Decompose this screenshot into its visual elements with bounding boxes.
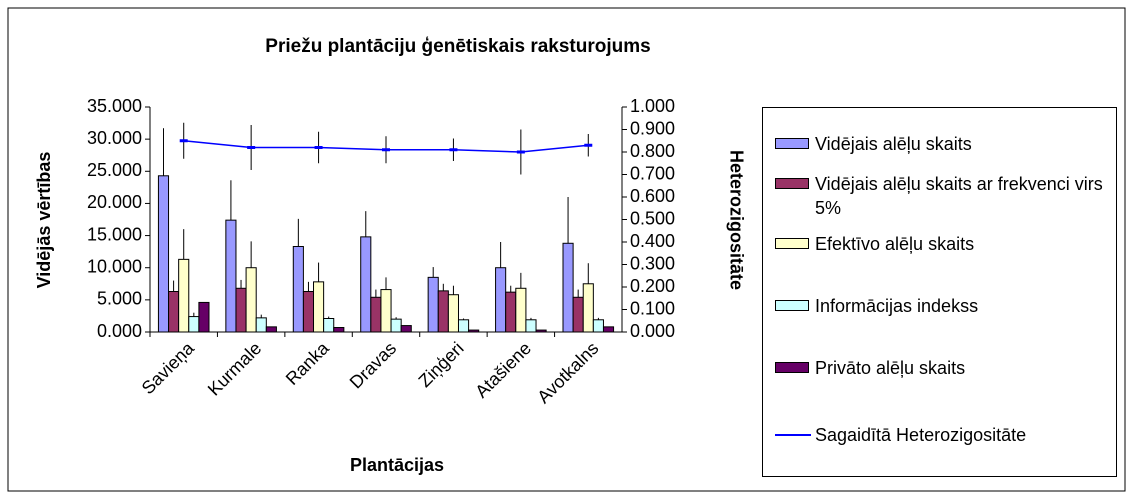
bar — [157, 175, 170, 333]
legend-label: Privāto alēļu skaits — [815, 358, 966, 378]
chart-title: Priežu plantāciju ģenētiskais raksturoju… — [265, 36, 650, 57]
bar — [562, 242, 574, 333]
bar — [323, 318, 335, 333]
legend: Vidējais alēļu skaits Vidējais alēļu skai… — [762, 107, 1117, 477]
legend-label: Sagaidītā Heterozigositāte — [815, 425, 1027, 445]
bar — [333, 327, 345, 333]
y2-tick-label: 0.700 — [630, 163, 675, 183]
y-tick-label: 0.000 — [97, 321, 142, 341]
y-tick-label: 30.000 — [87, 128, 142, 148]
legend-swatch — [775, 138, 809, 149]
bar — [602, 326, 615, 333]
y-tick-label: 5.000 — [97, 289, 142, 309]
y2-axis-title: Heterozigositāte — [726, 150, 746, 290]
y2-tick-label: 0.100 — [630, 298, 675, 318]
legend-label: Informācijas indekss — [815, 296, 979, 316]
bar — [437, 290, 449, 333]
bar — [505, 291, 517, 333]
legend-swatch — [775, 362, 809, 373]
bar — [245, 267, 257, 333]
bar — [313, 281, 325, 333]
bar — [400, 325, 412, 333]
y2-tick-label: 0.800 — [630, 141, 675, 161]
legend-item: Vidējais alēļu skaits ar frekvenci virs … — [769, 172, 1109, 220]
y2-tick-label: 0.500 — [630, 208, 675, 228]
bar — [225, 219, 237, 333]
bar — [468, 329, 480, 333]
y2-tick-label: 0.300 — [630, 253, 675, 273]
bar — [178, 258, 190, 333]
bar — [188, 316, 200, 333]
y-tick-label: 20.000 — [87, 192, 142, 212]
bar — [535, 329, 547, 333]
bar — [255, 317, 267, 333]
y2-tick-label: 0.200 — [630, 276, 675, 296]
legend-item: Efektīvo alēļu skaits — [769, 232, 1109, 256]
bar — [495, 267, 507, 333]
legend-swatch — [775, 238, 809, 249]
bar — [198, 301, 210, 333]
bar — [292, 246, 304, 333]
bar — [380, 289, 392, 333]
legend-label: Vidējais alēļu skaits ar frekvenci virs … — [815, 174, 1103, 218]
legend-item: Privāto alēļu skaits — [769, 356, 1109, 380]
bar — [302, 291, 315, 333]
legend-swatch — [775, 300, 809, 311]
y2-tick-label: 0.000 — [630, 321, 675, 341]
bar — [360, 236, 372, 333]
bar — [447, 294, 459, 333]
bar — [235, 287, 247, 333]
y-tick-label: 25.000 — [87, 160, 142, 180]
legend-label: Efektīvo alēļu skaits — [815, 234, 975, 254]
y2-tick-label: 0.900 — [630, 118, 675, 138]
y-tick-label: 15.000 — [87, 224, 142, 244]
y-axis-title: Vidējās vērtības — [34, 152, 54, 289]
y-tick-label: 10.000 — [87, 256, 142, 276]
bar — [592, 319, 604, 333]
legend-item: Sagaidītā Heterozigositāte — [769, 423, 1109, 447]
legend-item: Vidējais alēļu skaits — [769, 132, 1109, 156]
legend-item: Informācijas indekss — [769, 294, 1109, 318]
y2-tick-label: 0.600 — [630, 186, 675, 206]
bar — [525, 319, 537, 333]
legend-label: Vidējais alēļu skaits — [815, 134, 972, 154]
y2-tick-label: 1.000 — [630, 96, 675, 116]
bar — [515, 287, 527, 333]
bar — [265, 326, 277, 333]
bar — [168, 291, 180, 333]
x-axis-title: Plantācijas — [350, 455, 444, 475]
legend-swatch — [775, 178, 809, 189]
bar — [582, 283, 594, 333]
y-tick-label: 35.000 — [87, 96, 142, 116]
bar — [572, 296, 584, 333]
bar — [370, 296, 382, 333]
bar — [390, 318, 402, 333]
legend-swatch — [775, 434, 811, 436]
bar — [457, 319, 470, 333]
bar — [427, 276, 439, 333]
y2-tick-label: 0.400 — [630, 231, 675, 251]
